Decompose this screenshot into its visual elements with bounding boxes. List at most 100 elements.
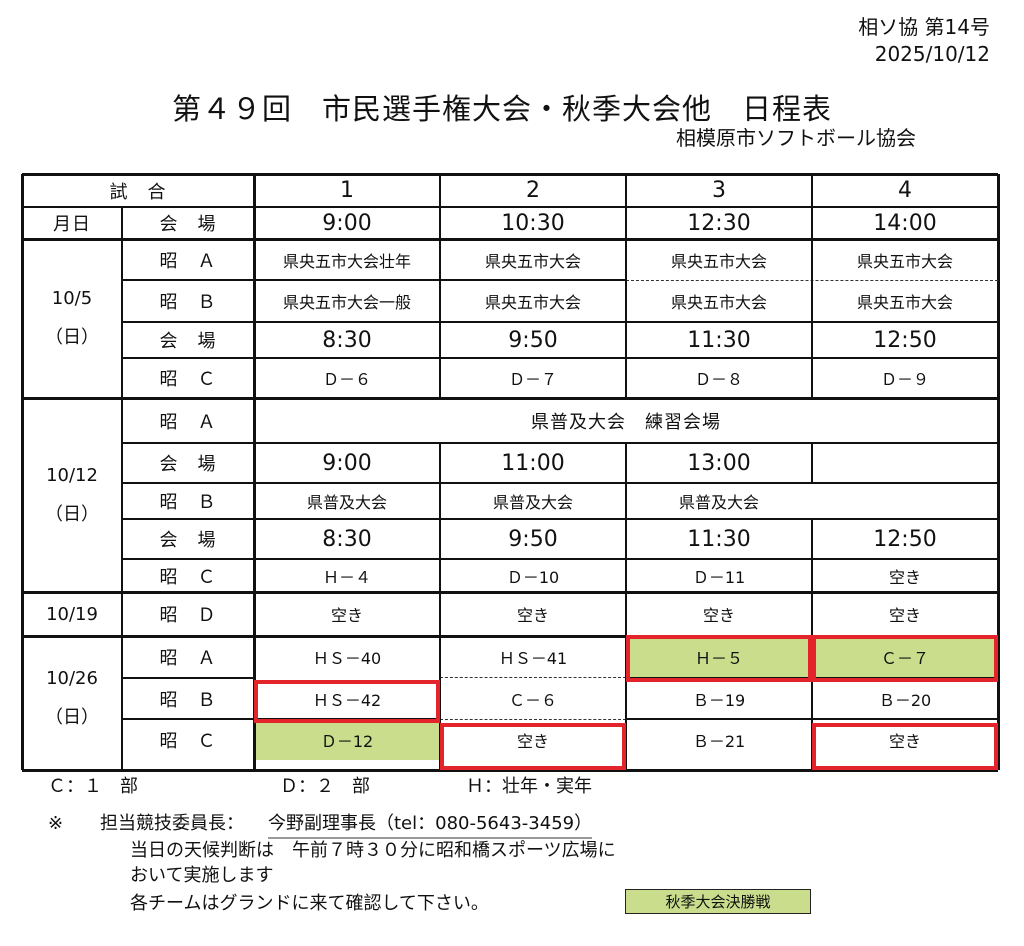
date-label: 10/5 bbox=[51, 288, 93, 309]
grid-line bbox=[22, 206, 998, 208]
grid-line bbox=[121, 207, 123, 770]
dashed-divider bbox=[440, 677, 626, 678]
game-cell: 県央五市大会一般 bbox=[282, 293, 411, 312]
game-cell: Ｄ－７ bbox=[508, 370, 557, 389]
game-cell: 空き bbox=[888, 606, 921, 625]
game-cell: Ｃ－６ bbox=[508, 690, 557, 710]
header-match: 試 合 bbox=[109, 181, 167, 203]
game-cell: 県央五市大会 bbox=[670, 293, 767, 312]
header-date: 月日 bbox=[53, 214, 91, 235]
start-time: 10:30 bbox=[501, 210, 565, 236]
grid-line bbox=[22, 768, 998, 772]
schedule-table: 試 合 1 2 3 4 月日会 場 9:00 10:30 12:30 14:00 10/5 （日）昭 … bbox=[20, 172, 1000, 772]
grid-line bbox=[122, 558, 998, 560]
grid-line bbox=[122, 677, 254, 679]
field-label: 昭 Ｂ bbox=[159, 689, 217, 711]
field-label: 昭 Ａ bbox=[159, 250, 217, 272]
game-cell: 空き bbox=[516, 731, 549, 751]
time-cell: 11:30 bbox=[687, 526, 751, 552]
game-cell: Ｄ－８ bbox=[694, 370, 743, 389]
game-cell: Ｄ－11 bbox=[692, 567, 746, 587]
game-cell: Ｈ－４ bbox=[322, 567, 371, 587]
field-label: 昭 Ｂ bbox=[159, 492, 217, 513]
note-mark: ※ bbox=[48, 813, 64, 834]
grid-line bbox=[122, 357, 998, 359]
grid-line bbox=[22, 396, 998, 400]
day-of-week: （日） bbox=[45, 327, 99, 348]
time-cell: 11:30 bbox=[687, 327, 751, 353]
game-cell: ＨＳ－42 bbox=[312, 690, 382, 710]
header-col-2: 2 bbox=[526, 178, 540, 203]
game-cell: 県央五市大会 bbox=[484, 293, 581, 312]
grid-line bbox=[20, 174, 24, 770]
game-cell: 県央五市大会 bbox=[670, 251, 767, 271]
note-label: 担当競技委員長： bbox=[100, 813, 244, 834]
game-cell: ＨＳ－40 bbox=[312, 649, 382, 668]
grid-line bbox=[811, 443, 813, 483]
day-of-week: （日） bbox=[45, 503, 99, 525]
time-cell: 11:00 bbox=[501, 450, 565, 476]
date-cell-oct26: 10/26 （日） bbox=[22, 636, 122, 760]
field-label: 会 場 bbox=[159, 454, 217, 475]
game-cell: 県央五市大会壮年 bbox=[282, 251, 411, 271]
game-cell: Ｃ－７ bbox=[812, 636, 998, 678]
note-contact: 今野副理事長（tel：080-5643-3459） bbox=[268, 812, 593, 839]
final-highlight-box bbox=[812, 723, 998, 770]
grid-line bbox=[122, 518, 998, 520]
dashed-divider bbox=[440, 719, 626, 720]
grid-line bbox=[625, 174, 627, 398]
final-highlight-box bbox=[254, 680, 440, 723]
grid-line bbox=[122, 321, 998, 323]
grid-line bbox=[22, 590, 998, 594]
game-cell: 空き bbox=[702, 606, 735, 625]
grid-line bbox=[252, 174, 256, 770]
grid-line bbox=[625, 483, 627, 519]
note-weather-cont: おいて実施します bbox=[130, 865, 274, 886]
header-col-4: 4 bbox=[898, 178, 912, 203]
time-cell bbox=[812, 443, 998, 483]
date-label: 10/19 bbox=[46, 603, 98, 625]
grid-line bbox=[996, 174, 1000, 770]
start-time: 12:30 bbox=[687, 210, 751, 236]
doc-date: 2025/10/12 bbox=[874, 42, 990, 66]
field-label: 会 場 bbox=[159, 331, 217, 352]
start-time: 14:00 bbox=[873, 210, 937, 236]
page-title: 第４９回 市民選手権大会・秋季大会他 日程表 bbox=[172, 92, 833, 126]
game-cell: 空き bbox=[888, 731, 921, 751]
game-cell: 空き bbox=[516, 606, 549, 625]
day-of-week: （日） bbox=[45, 706, 99, 728]
final-legend-box: 秋季大会決勝戦 bbox=[625, 889, 811, 914]
game-cell: 県央五市大会 bbox=[484, 251, 581, 271]
grid-line bbox=[439, 592, 441, 770]
game-cell: 県央五市大会 bbox=[856, 251, 953, 271]
game-cell: 県普及大会 bbox=[678, 493, 759, 512]
game-cell: Ｂ－21 bbox=[692, 731, 746, 751]
note-weather: 当日の天候判断は 午前７時３０分に昭和橋スポーツ広場に bbox=[130, 840, 616, 861]
time-cell: 12:50 bbox=[873, 327, 937, 353]
date-cell-oct19: 10/19 bbox=[22, 592, 122, 636]
game-cell: Ｄ－12 bbox=[254, 719, 440, 760]
grid-line bbox=[122, 279, 254, 281]
grid-line bbox=[122, 482, 998, 484]
game-cell bbox=[812, 483, 998, 519]
header-venue: 会 場 bbox=[159, 214, 217, 235]
game-cell: 県普及大会 bbox=[492, 493, 573, 512]
grid-line bbox=[22, 634, 998, 638]
field-label: 昭 Ｂ bbox=[159, 292, 217, 313]
field-label: 昭 Ｃ bbox=[159, 730, 217, 752]
date-label: 10/12 bbox=[46, 464, 98, 486]
final-highlight-box bbox=[440, 723, 626, 770]
grid-line bbox=[811, 519, 813, 592]
game-cell: Ｂ－20 bbox=[878, 690, 932, 710]
final-highlight-box bbox=[626, 635, 812, 682]
time-cell: 9:50 bbox=[508, 327, 558, 353]
game-cell: 県普及大会 bbox=[306, 493, 387, 512]
game-cell: Ｈ－５ bbox=[626, 636, 812, 678]
date-cell-oct5: 10/5 （日） bbox=[22, 239, 122, 398]
game-cell: 空き bbox=[888, 567, 921, 587]
field-label: 昭 Ａ bbox=[159, 411, 217, 433]
merged-cell: 県普及大会 練習会場 bbox=[531, 411, 721, 433]
field-label: 昭 Ｃ bbox=[159, 369, 217, 390]
time-cell: 9:00 bbox=[322, 450, 372, 476]
game-cell: Ｄ－10 bbox=[506, 567, 560, 587]
